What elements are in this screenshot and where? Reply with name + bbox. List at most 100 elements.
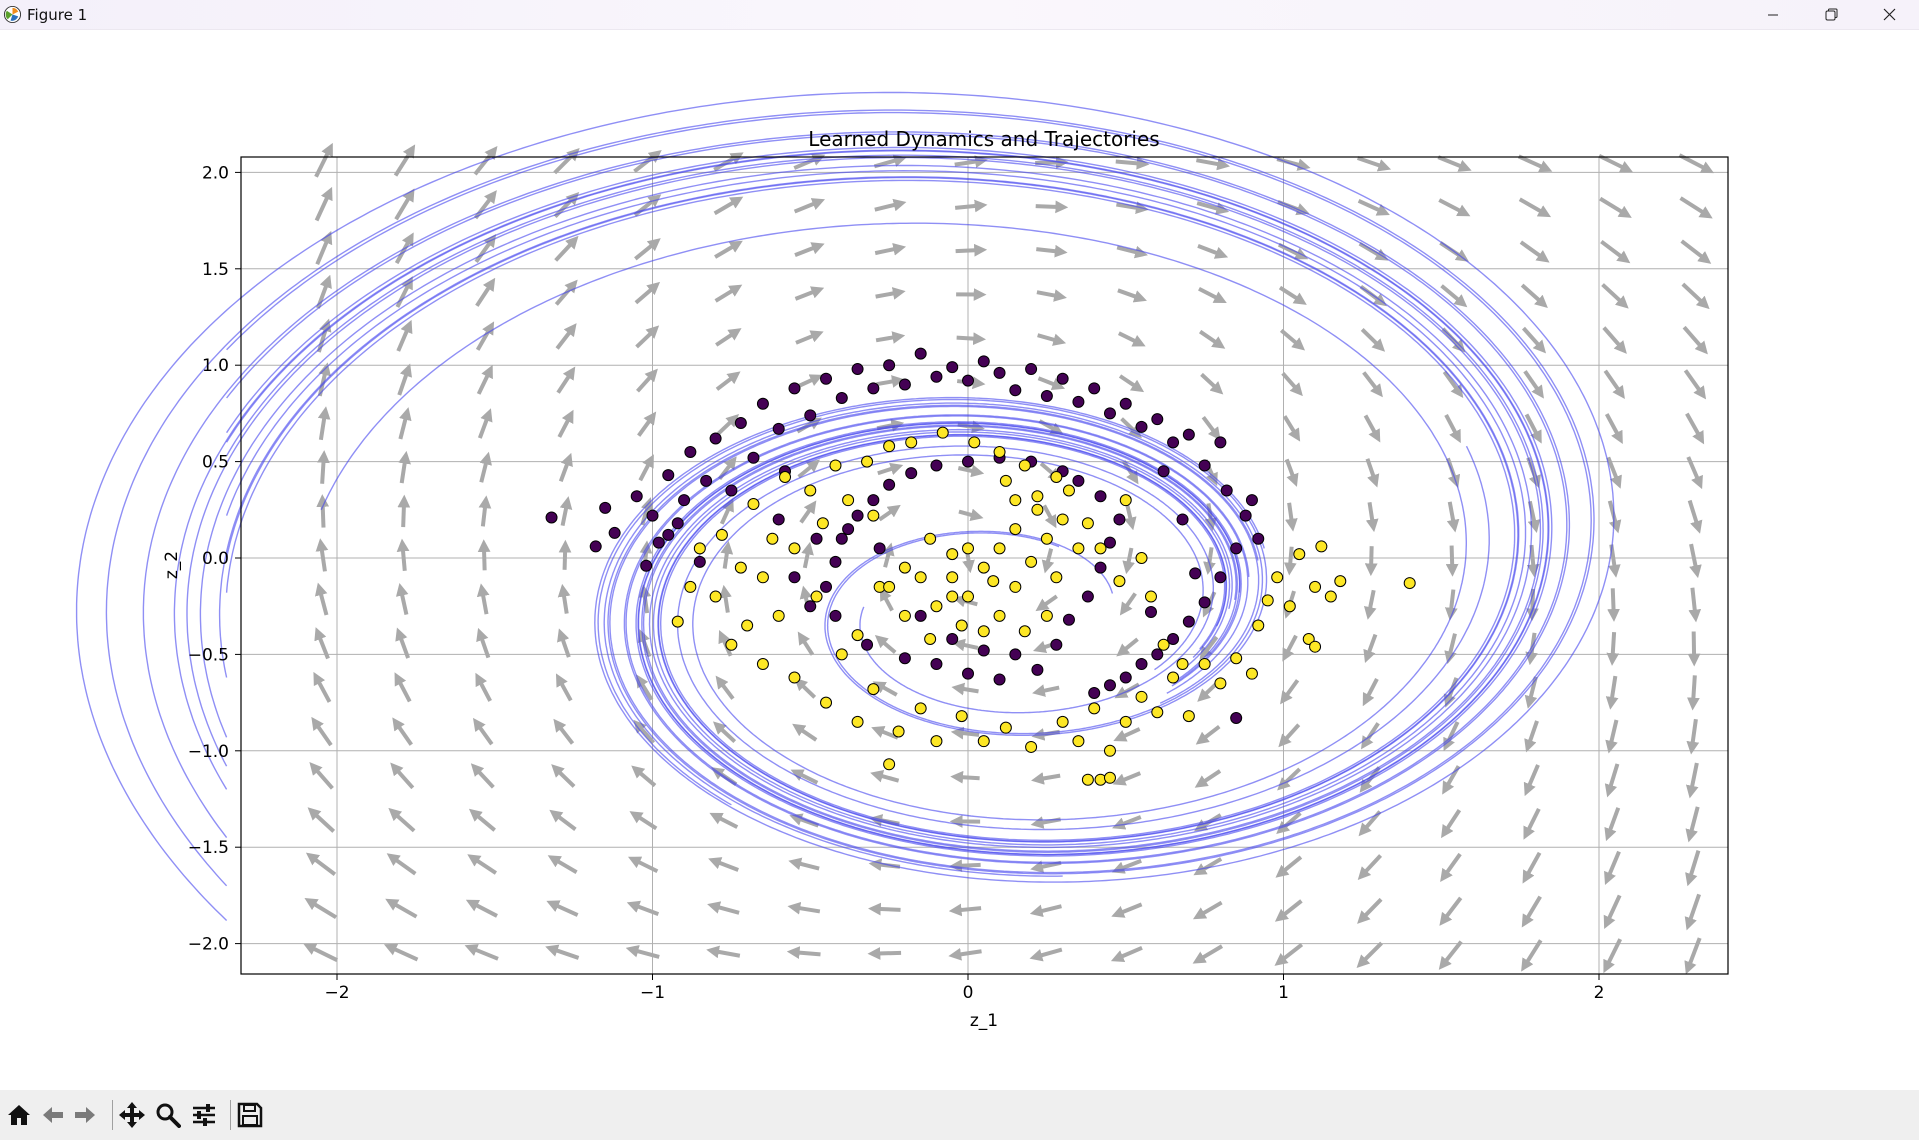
- quiver-arrow: [1603, 938, 1623, 974]
- quiver-arrow: [1604, 850, 1621, 886]
- quiver-arrow: [307, 807, 336, 833]
- point-class-0: [1176, 513, 1189, 526]
- configure-subplots-button[interactable]: [188, 1098, 220, 1132]
- point-class-1: [835, 648, 848, 661]
- quiver-arrow: [874, 242, 907, 256]
- quiver-arrow: [1194, 769, 1222, 788]
- quiver-arrow: [1438, 940, 1463, 970]
- quiver-arrow: [1685, 806, 1700, 843]
- quiver-arrow: [713, 196, 744, 216]
- point-class-0: [1252, 532, 1265, 545]
- quiver-arrow: [313, 671, 332, 703]
- quiver-arrow: [636, 674, 654, 701]
- point-class-0: [993, 673, 1006, 686]
- quiver-arrow: [948, 947, 982, 961]
- quiver-arrow: [393, 144, 416, 177]
- point-class-1: [883, 440, 896, 453]
- quiver-arrow: [1605, 675, 1619, 710]
- point-class-0: [725, 484, 738, 497]
- quiver-arrow: [559, 496, 573, 527]
- point-class-0: [898, 652, 911, 665]
- quiver-arrow: [1198, 329, 1226, 349]
- point-class-1: [892, 725, 905, 738]
- x-axis-label: z_1: [970, 1011, 998, 1031]
- point-class-0: [700, 474, 713, 487]
- quiver-arrow: [1037, 333, 1067, 346]
- y-tick-label: −2.0: [188, 935, 229, 955]
- quiver-arrow: [1444, 414, 1461, 444]
- restore-button[interactable]: [1802, 0, 1860, 29]
- quiver-arrow: [871, 725, 899, 740]
- quiver-arrow: [546, 900, 579, 917]
- quiver-arrow: [786, 946, 821, 960]
- quiver-arrow: [1280, 679, 1300, 705]
- zoom-button[interactable]: [152, 1098, 184, 1132]
- point-class-0: [946, 632, 959, 645]
- point-class-1: [1214, 677, 1227, 690]
- quiver-arrow: [957, 464, 985, 478]
- quiver-arrow: [476, 583, 490, 615]
- quiver-arrow: [316, 494, 330, 528]
- quiver-arrow: [1199, 635, 1219, 660]
- quiver-arrow: [1282, 634, 1298, 662]
- point-class-0: [835, 532, 848, 545]
- quiver-arrow: [1357, 156, 1392, 172]
- back-button[interactable]: [37, 1098, 69, 1132]
- point-class-1: [977, 561, 990, 574]
- point-class-1: [930, 600, 943, 613]
- quiver-arrow: [398, 407, 412, 440]
- point-class-0: [1151, 413, 1164, 426]
- quiver-arrow: [1603, 894, 1622, 930]
- point-class-1: [1302, 632, 1315, 645]
- quiver-arrow: [479, 451, 492, 483]
- point-class-1: [1025, 555, 1038, 568]
- quiver-arrow: [475, 277, 496, 307]
- quiver-arrow: [1363, 633, 1378, 664]
- quiver-arrow: [868, 902, 901, 916]
- point-class-1: [936, 426, 949, 439]
- point-class-1: [968, 436, 981, 449]
- quiver-arrow: [638, 454, 654, 482]
- save-icon: [237, 1102, 263, 1128]
- y-tick-label: 0.0: [202, 549, 229, 569]
- point-class-0: [545, 511, 558, 524]
- close-button[interactable]: [1860, 0, 1918, 29]
- point-class-0: [1072, 474, 1085, 487]
- quiver-arrow: [1444, 633, 1457, 665]
- quiver-arrow: [314, 582, 329, 616]
- quiver-arrow: [1357, 854, 1383, 880]
- quiver-arrow: [876, 375, 905, 388]
- point-class-0: [820, 580, 833, 593]
- quiver-arrow: [794, 286, 825, 301]
- quiver-arrow: [470, 763, 495, 789]
- quiver-arrow: [720, 541, 734, 569]
- point-class-1: [779, 471, 792, 484]
- quiver-arrow: [397, 363, 412, 396]
- quiver-arrow: [1364, 546, 1378, 577]
- quiver-arrow: [1520, 283, 1548, 309]
- quiver-arrow: [956, 332, 987, 346]
- save-button[interactable]: [234, 1098, 266, 1132]
- home-icon: [8, 1105, 30, 1125]
- quiver-arrow: [392, 717, 413, 746]
- quiver-arrow: [1686, 718, 1700, 755]
- pan-button[interactable]: [116, 1098, 148, 1132]
- point-class-0: [1135, 658, 1148, 671]
- minimize-button[interactable]: [1744, 0, 1802, 29]
- point-class-0: [1214, 571, 1227, 584]
- point-class-0: [1198, 459, 1211, 472]
- point-class-0: [1239, 509, 1252, 522]
- point-class-0: [883, 478, 896, 491]
- point-class-1: [924, 632, 937, 645]
- forward-button[interactable]: [69, 1098, 101, 1132]
- point-class-1: [1315, 540, 1328, 553]
- point-class-1: [788, 542, 801, 555]
- point-class-1: [955, 710, 968, 723]
- home-button[interactable]: [3, 1098, 35, 1132]
- quiver-arrow: [1439, 896, 1463, 926]
- quiver-arrow: [1678, 153, 1715, 174]
- point-class-0: [1103, 536, 1116, 549]
- quiver-arrow: [1681, 282, 1710, 310]
- window-title: Figure 1: [27, 6, 88, 24]
- point-class-1: [946, 590, 959, 603]
